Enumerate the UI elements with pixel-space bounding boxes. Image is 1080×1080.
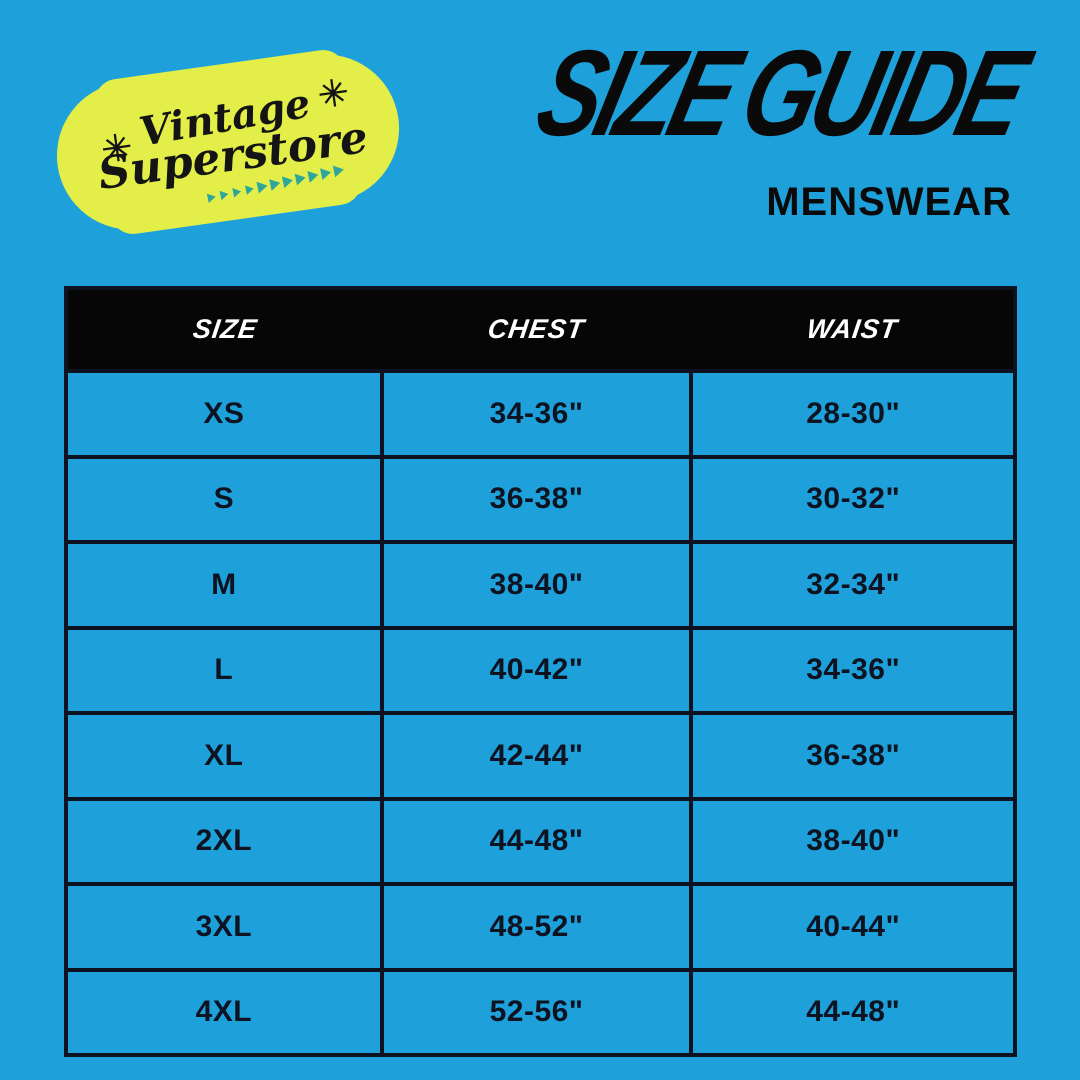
chest-cell: 38-40"	[383, 544, 690, 626]
page-title: SIZE GUIDE	[525, 24, 1037, 162]
chest-cell: 48-52"	[383, 886, 690, 968]
waist-cell: 28-30"	[693, 373, 1013, 455]
size-table: SIZE CHEST WAIST XS 34-36" 28-30" S 36-3…	[64, 286, 1017, 1057]
waist-cell: 30-32"	[693, 458, 1013, 540]
badge-content: Vintage Superstore	[92, 47, 371, 237]
logo-line-1: Vintage	[96, 77, 353, 161]
sparkle-icon	[319, 78, 348, 107]
chest-cell: 44-48"	[383, 800, 690, 882]
chest-cell: 52-56"	[383, 971, 690, 1053]
chest-cell: 40-42"	[383, 629, 690, 711]
chest-cell: 42-44"	[383, 715, 690, 797]
waist-cell: 36-38"	[693, 715, 1013, 797]
triangle-icon	[268, 177, 281, 191]
table-header-row: SIZE CHEST WAIST	[68, 290, 1013, 369]
size-cell: S	[68, 458, 380, 540]
waist-cell: 44-48"	[693, 971, 1013, 1053]
triangle-icon	[231, 186, 242, 198]
waist-cell: 38-40"	[693, 800, 1013, 882]
triangle-icon	[306, 168, 320, 183]
triangle-icon	[206, 191, 217, 204]
triangle-icon	[219, 189, 229, 201]
sparkle-icon	[102, 133, 131, 161]
column-header-size: SIZE	[191, 314, 260, 344]
triangle-icon	[294, 171, 307, 186]
triangle-icon	[319, 166, 332, 181]
triangle-icon	[281, 174, 294, 189]
size-cell: L	[68, 629, 380, 711]
vintage-superstore-badge: Vintage Superstore	[92, 47, 371, 237]
triangle-icon	[244, 183, 255, 195]
waist-cell: 40-44"	[693, 886, 1013, 968]
column-header-chest: CHEST	[486, 314, 587, 344]
title-block: SIZE GUIDE MENSWEAR	[525, 25, 1036, 225]
column-header-waist: WAIST	[804, 314, 900, 344]
chest-cell: 34-36"	[383, 373, 690, 455]
size-cell: 4XL	[68, 971, 380, 1053]
triangle-icon	[332, 163, 345, 178]
triangle-icon	[255, 179, 269, 194]
size-cell: 3XL	[68, 886, 380, 968]
size-cell: M	[68, 544, 380, 626]
size-cell: XS	[68, 373, 380, 455]
size-cell: XL	[68, 715, 380, 797]
waist-cell: 32-34"	[693, 544, 1013, 626]
page-subtitle: MENSWEAR	[766, 180, 1012, 225]
chest-cell: 36-38"	[383, 458, 690, 540]
size-cell: 2XL	[68, 800, 380, 882]
waist-cell: 34-36"	[693, 629, 1013, 711]
